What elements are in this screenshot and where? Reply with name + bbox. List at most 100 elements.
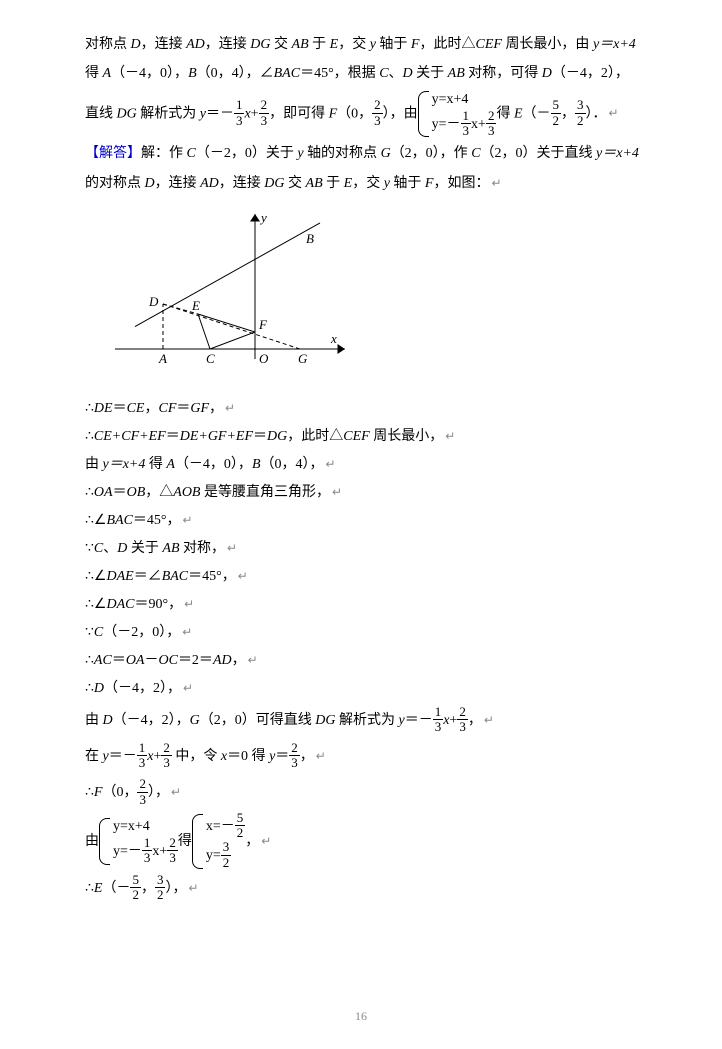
- text: （2，0），作: [391, 146, 472, 161]
- paragraph-2: 得 A（－4，0），B（0，4），∠BAC＝45°，根据 C、D 关于 AB 对…: [85, 59, 672, 88]
- text: 得: [85, 66, 103, 81]
- step-8: ∴∠DAC＝90°，↵: [85, 591, 672, 619]
- var: D: [403, 66, 413, 81]
- var: BAC: [274, 66, 300, 81]
- text: ，连接: [155, 176, 201, 191]
- text: （0，: [337, 106, 372, 121]
- text: ，此时△: [419, 37, 475, 52]
- text: 轴的对称点: [304, 146, 381, 161]
- text: 于: [323, 176, 344, 191]
- text: ），由: [383, 106, 418, 121]
- step-11: ∴D（－4，2），↵: [85, 675, 672, 703]
- text: （－: [523, 106, 551, 121]
- step-3: 由 y＝x+4 得 A（－4，0），B（0，4），↵: [85, 451, 672, 479]
- var: F: [329, 106, 338, 121]
- svg-text:B: B: [306, 231, 314, 246]
- brace-row: y=x+4: [432, 89, 497, 110]
- svg-text:F: F: [258, 317, 268, 332]
- brace-system: y=x+4y=－13x+23: [99, 816, 178, 867]
- step-5: ∴∠BAC＝45°，↵: [85, 507, 672, 535]
- fraction: 23: [259, 98, 270, 128]
- eq: y＝x+4: [596, 146, 639, 161]
- text: 交: [271, 37, 292, 52]
- text: 周长最小，由: [502, 37, 593, 52]
- var: AB: [448, 66, 465, 81]
- svg-text:y: y: [259, 210, 267, 225]
- step-4: ∴OA＝OB，△AOB 是等腰直角三角形，↵: [85, 479, 672, 507]
- var: C: [187, 146, 196, 161]
- svg-text:C: C: [206, 351, 215, 366]
- page-number: 16: [0, 1004, 722, 1029]
- step-6: ∵C、D 关于 AB 对称，↵: [85, 535, 672, 563]
- fraction: 32: [575, 98, 586, 128]
- brace-system: x=－52y=32: [192, 812, 245, 871]
- paragraph-3: 直线 DG 解析式为 y＝－13x+23，即可得 F（0，23），由y=x+4y…: [85, 89, 672, 140]
- text: 直线: [85, 106, 117, 121]
- var: D: [542, 66, 552, 81]
- return-mark: ↵: [491, 176, 501, 190]
- var: E: [344, 176, 353, 191]
- text: 于: [309, 37, 330, 52]
- paragraph-5: 的对称点 D，连接 AD，连接 DG 交 AB 于 E，交 y 轴于 F，如图：…: [85, 169, 672, 198]
- fraction: 23: [372, 98, 383, 128]
- var: A: [103, 66, 112, 81]
- var: D: [145, 176, 155, 191]
- text: 解：作: [141, 146, 187, 161]
- text: （0，4），∠: [197, 66, 274, 81]
- var: DG: [250, 37, 270, 52]
- text: ，交: [352, 176, 384, 191]
- text: 关于: [413, 66, 448, 81]
- svg-text:E: E: [191, 298, 200, 313]
- svg-text:D: D: [148, 294, 159, 309]
- text: ，连接: [141, 37, 187, 52]
- text: （－4，2），: [552, 66, 629, 81]
- text: （－4，0），: [111, 66, 188, 81]
- text: ，连接: [205, 37, 251, 52]
- text: （－2，0）关于: [196, 146, 298, 161]
- text: ，如图：: [433, 176, 489, 191]
- var: D: [131, 37, 141, 52]
- paragraph-1: 对称点 D，连接 AD，连接 DG 交 AB 于 E，交 y 轴于 F，此时△C…: [85, 30, 672, 59]
- text: 对称，可得: [465, 66, 542, 81]
- var: G: [381, 146, 391, 161]
- var: y: [200, 106, 206, 121]
- text: ＝45°，根据: [300, 66, 379, 81]
- return-mark: ↵: [609, 106, 619, 120]
- text: ，交: [338, 37, 370, 52]
- step-1: ∴DE＝CE，CF＝GF，↵: [85, 395, 672, 423]
- var: B: [188, 66, 197, 81]
- step-16: ∴E（－52，32），↵: [85, 871, 672, 907]
- page: 对称点 D，连接 AD，连接 DG 交 AB 于 E，交 y 轴于 F，此时△C…: [0, 0, 722, 1049]
- text: 得: [496, 106, 514, 121]
- text: 的对称点: [85, 176, 145, 191]
- fraction: 52: [551, 98, 562, 128]
- var: AD: [186, 37, 205, 52]
- text: （2，0）关于直线: [481, 146, 597, 161]
- var: C: [379, 66, 388, 81]
- step-7: ∴∠DAE＝∠BAC＝45°，↵: [85, 563, 672, 591]
- svg-text:A: A: [158, 351, 167, 366]
- var: E: [514, 106, 523, 121]
- step-9: ∵C（－2，0），↵: [85, 619, 672, 647]
- svg-text:O: O: [259, 351, 269, 366]
- step-10: ∴AC＝OA－OC＝2＝AD，↵: [85, 647, 672, 675]
- text: ，: [561, 106, 575, 121]
- step-12: 由 D（－4，2），G（2，0）可得直线 DG 解析式为 y＝－13x+23，↵: [85, 703, 672, 739]
- var: CEF: [475, 37, 501, 52]
- svg-text:x: x: [330, 331, 337, 346]
- svg-text:G: G: [298, 351, 308, 366]
- geometry-diagram: y x A B C D E F G O: [95, 204, 672, 390]
- var: E: [330, 37, 339, 52]
- var: C: [471, 146, 480, 161]
- text: 对称点: [85, 37, 131, 52]
- fraction: 13: [234, 98, 245, 128]
- text: 交: [285, 176, 306, 191]
- text: 解析式为: [137, 106, 200, 121]
- text: ，即可得: [269, 106, 329, 121]
- var: AB: [306, 176, 323, 191]
- brace-system: y=x+4y=－13x+23: [418, 89, 497, 140]
- text: 、: [389, 66, 403, 81]
- paragraph-4: 【解答】解：作 C（－2，0）关于 y 轴的对称点 G（2，0），作 C（2，0…: [85, 139, 672, 168]
- var: AD: [200, 176, 219, 191]
- answer-label: 【解答】: [85, 146, 141, 161]
